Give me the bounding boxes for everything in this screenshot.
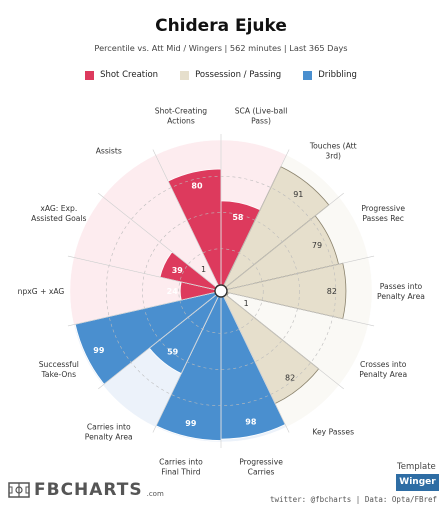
value-badge: 39	[172, 266, 184, 275]
template-label: Template	[397, 462, 436, 472]
value-badge: 82	[285, 374, 295, 383]
fbcharts-logo: FBCHARTS .com	[8, 480, 164, 500]
value-label: 82	[327, 287, 337, 296]
category-label: Shot-Creating Actions	[155, 107, 207, 126]
spoke-line	[226, 292, 375, 327]
category-label: Progressive Passes Rec	[361, 204, 405, 223]
value-label: 99	[93, 346, 105, 355]
category-label: Passes into Penalty Area	[377, 282, 425, 301]
spoke-line	[223, 296, 290, 433]
value-label: 59	[167, 348, 179, 357]
category-label: Successful Take-Ons	[39, 360, 79, 379]
value-badge: 1	[244, 299, 249, 308]
value-badge: 24	[167, 287, 179, 296]
logo-suffix: .com	[146, 490, 164, 498]
category-label: Key Passes	[312, 428, 354, 437]
legend-label: Shot Creation	[100, 70, 159, 80]
value-badge: 58	[232, 213, 244, 222]
value-badge: 99	[185, 419, 197, 428]
spoke-line	[225, 294, 344, 390]
legend-swatch-dribbling	[303, 70, 313, 80]
spoke-line	[98, 192, 217, 288]
value-label: 39	[172, 266, 184, 275]
legend-swatch-possession	[180, 70, 190, 80]
category-label: Touches (Att 3rd)	[309, 141, 357, 160]
category-label: xAG: Exp. Assisted Goals	[31, 204, 86, 223]
legend-label: Possession / Passing	[195, 70, 282, 80]
pitch-icon	[8, 482, 30, 498]
credit-text: twitter: @fbcharts | Data: Opta/FBref	[270, 495, 438, 504]
value-label: 99	[185, 419, 197, 428]
spoke-line	[226, 255, 375, 290]
spoke-line	[67, 292, 216, 327]
value-badge: 98	[245, 418, 257, 427]
legend-item-dribbling: Dribbling	[303, 70, 357, 80]
spoke-line	[67, 255, 216, 290]
spoke-line	[223, 149, 290, 286]
logo-text: FBCHARTS	[34, 480, 143, 500]
value-label: 82	[285, 374, 295, 383]
spoke-line	[152, 296, 219, 433]
legend-item-shot-creation: Shot Creation	[85, 70, 158, 80]
chart-subtitle: Percentile vs. Att Mid / Wingers | 562 m…	[94, 43, 348, 53]
value-badge: 79	[312, 241, 322, 250]
value-badge: 80	[191, 182, 203, 191]
legend: Shot Creation Possession / Passing Dribb…	[0, 70, 442, 80]
value-badge: 59	[167, 348, 179, 357]
spoke-line	[98, 294, 217, 390]
legend-swatch-shot-creation	[85, 70, 95, 80]
chart-title: Chidera Ejuke	[155, 16, 287, 36]
value-badge: 99	[93, 346, 105, 355]
category-label: Progressive Carries	[239, 457, 283, 476]
category-label: Carries into Penalty Area	[85, 423, 133, 442]
category-label: Assists	[96, 146, 122, 155]
legend-label: Dribbling	[318, 70, 357, 80]
spoke-line	[225, 192, 344, 288]
value-label: 98	[245, 418, 257, 427]
value-badge: 1	[201, 265, 206, 274]
value-label: 58	[232, 213, 244, 222]
template-badge: Winger	[396, 474, 439, 491]
category-label: Crosses into Penalty Area	[359, 360, 407, 379]
value-label: 80	[191, 182, 203, 191]
value-badge: 91	[293, 190, 303, 199]
value-label: 1	[201, 265, 206, 274]
value-label: 1	[244, 299, 249, 308]
value-label: 79	[312, 241, 322, 250]
value-label: 24	[167, 287, 179, 296]
center-hub	[214, 284, 228, 298]
grid-ring	[142, 212, 300, 370]
legend-item-possession: Possession / Passing	[180, 70, 281, 80]
category-label: Carries into Final Third	[159, 457, 203, 476]
category-label: SCA (Live-ball Pass)	[235, 107, 288, 126]
category-label: npxG + xAG	[18, 287, 65, 296]
value-badge: 82	[327, 287, 337, 296]
spoke-line	[152, 149, 219, 286]
value-label: 91	[293, 190, 303, 199]
